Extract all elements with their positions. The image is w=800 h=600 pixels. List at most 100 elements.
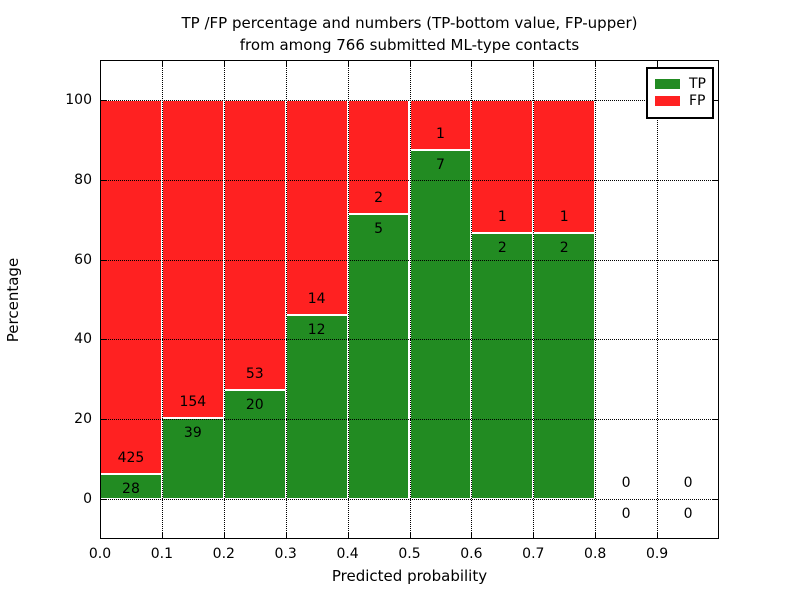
x-tick-mark [161, 533, 163, 539]
x-tick-label: 0.1 [150, 546, 174, 562]
y-tick-mark [713, 339, 719, 341]
tp-count-label: 12 [307, 321, 326, 338]
y-tick-mark [713, 419, 719, 421]
fp-legend-label: FP [689, 93, 706, 109]
gridline-x [657, 60, 659, 539]
tp-count-label: 39 [183, 425, 202, 442]
fp-count-label: 1 [497, 208, 507, 225]
fp-bar-segment [223, 99, 286, 390]
fp-count-label: 1 [435, 125, 445, 142]
y-tick-label: 20 [74, 411, 92, 428]
x-tick-mark [223, 533, 225, 539]
gridline-x [471, 60, 473, 539]
gridline-x [161, 60, 163, 539]
y-tick-label: 100 [65, 91, 92, 108]
x-tick-label: 0.7 [522, 546, 545, 562]
tp-count-label: 7 [435, 156, 445, 173]
x-tick-label: 0.8 [584, 546, 607, 562]
x-tick-mark [533, 533, 535, 539]
y-tick-mark [100, 419, 106, 421]
tp-count-label: 0 [683, 506, 693, 523]
x-tick-mark [285, 60, 287, 66]
tp-bar-segment [347, 213, 410, 500]
x-tick-mark [100, 60, 101, 66]
x-tick-label: 0.0 [88, 546, 112, 562]
fp-bar-segment [285, 99, 348, 315]
x-tick-mark [409, 60, 411, 66]
gridline-x [409, 60, 411, 539]
x-tick-label: 0.6 [460, 546, 483, 562]
y-tick-mark [713, 499, 719, 501]
x-tick-mark [223, 60, 225, 66]
x-tick-mark [718, 60, 719, 66]
chart-title-line2: from among 766 submitted ML-type contact… [239, 36, 580, 54]
x-tick-mark [657, 533, 659, 539]
tp-count-label: 20 [245, 396, 264, 413]
y-tick-label: 80 [74, 171, 92, 188]
x-tick-label: 0.2 [212, 546, 235, 562]
gridline-x [223, 60, 225, 539]
x-tick-mark [347, 60, 349, 66]
y-tick-mark [713, 99, 719, 101]
fp-count-label: 1 [559, 208, 569, 225]
x-tick-mark [347, 533, 349, 539]
x-tick-mark [285, 533, 287, 539]
legend-entry-fp: FP [655, 93, 706, 109]
fp-legend-swatch [655, 96, 680, 106]
y-tick-mark [100, 99, 106, 101]
tp-legend-label: TP [689, 76, 706, 92]
x-tick-mark [595, 533, 597, 539]
fp-count-label: 53 [245, 365, 264, 382]
legend-entry-tp: TP [655, 76, 706, 92]
x-tick-mark [657, 60, 659, 66]
plot-area: 425 28 154 39 53 20 14 12 2 5 1 7 1 2 1 2 0 0 0 0 TP FP [100, 60, 719, 539]
tp-count-label: 28 [122, 481, 140, 498]
gridline-x [347, 60, 349, 539]
x-tick-mark [100, 533, 101, 539]
fp-count-label: 0 [683, 475, 693, 492]
tp-bar-segment [409, 149, 472, 500]
x-tick-mark [471, 533, 473, 539]
fp-bar-segment [471, 99, 534, 233]
x-tick-mark [533, 60, 535, 66]
tp-count-label: 0 [621, 506, 631, 523]
tp-legend-swatch [655, 79, 680, 89]
tp-bar-segment [471, 232, 534, 500]
gridline-x [533, 60, 535, 539]
x-tick-mark [471, 60, 473, 66]
chart-title-line1: TP /FP percentage and numbers (TP-bottom… [181, 14, 638, 32]
x-tick-label: 0.4 [336, 546, 359, 562]
y-axis-label: Percentage [4, 257, 22, 343]
tp-count-label: 5 [374, 220, 383, 237]
tp-bar-segment [285, 314, 348, 500]
x-tick-mark [161, 60, 163, 66]
x-axis-label: Predicted probability [331, 567, 488, 585]
fp-count-label: 14 [307, 290, 326, 307]
fp-bar-segment [161, 99, 224, 419]
tp-count-label: 2 [497, 239, 507, 256]
gridline-x [595, 60, 597, 539]
x-tick-label: 0.5 [398, 546, 421, 562]
y-tick-mark [100, 259, 106, 261]
fp-count-label: 154 [179, 394, 207, 411]
tp-bar-segment [161, 418, 224, 500]
chart-title: TP /FP percentage and numbers (TP-bottom… [100, 12, 719, 56]
fp-count-label: 0 [621, 475, 631, 492]
y-tick-mark [713, 259, 719, 261]
x-tick-mark [595, 60, 597, 66]
y-tick-mark [100, 179, 106, 181]
tp-bar-segment [533, 232, 596, 500]
x-tick-mark [718, 533, 719, 539]
gridline-x [285, 60, 287, 539]
y-tick-mark [100, 499, 106, 501]
y-tick-label: 40 [74, 331, 92, 348]
legend: TP FP [646, 67, 714, 119]
fp-bar-segment [100, 99, 162, 475]
fp-count-label: 425 [117, 450, 145, 467]
x-tick-mark [409, 533, 411, 539]
tp-bar-segment [100, 474, 162, 500]
y-tick-label: 0 [83, 491, 92, 508]
fp-count-label: 2 [374, 189, 383, 206]
x-tick-label: 0.9 [645, 546, 669, 562]
